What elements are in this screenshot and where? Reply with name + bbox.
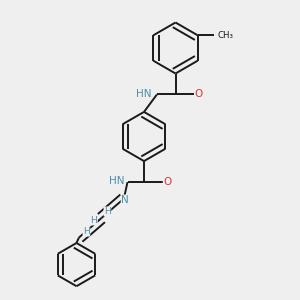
Text: HN: HN <box>136 89 152 99</box>
Text: O: O <box>163 177 172 187</box>
Text: CH₃: CH₃ <box>218 31 234 40</box>
Text: H: H <box>104 207 111 216</box>
Text: H: H <box>83 227 90 236</box>
Text: O: O <box>195 89 203 100</box>
Text: HN: HN <box>109 176 124 186</box>
Text: H: H <box>91 216 97 225</box>
Text: N: N <box>121 195 129 205</box>
